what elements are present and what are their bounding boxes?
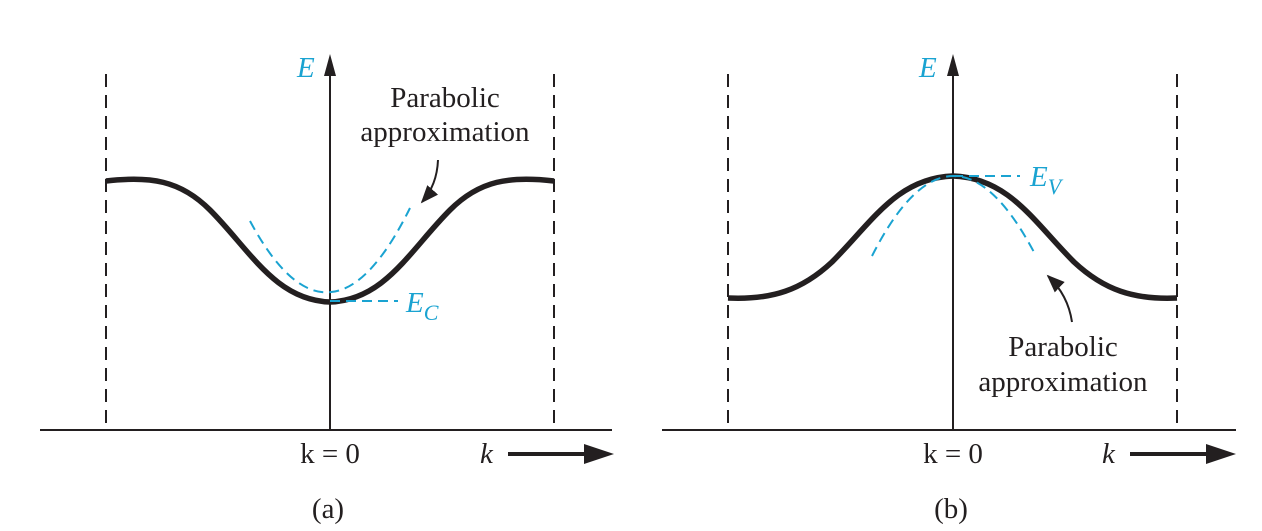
ec-label-subscript: C: [424, 300, 439, 325]
ev-label-subscript: V: [1048, 174, 1064, 199]
origin-label-b: k = 0: [923, 438, 983, 470]
annotation-line1-b: Parabolic: [1008, 331, 1118, 363]
ev-label: EV: [1029, 161, 1064, 199]
annotation-arrow-b: [1046, 274, 1073, 323]
caption-b: (b): [934, 493, 968, 525]
origin-label-a: k = 0: [300, 438, 360, 470]
k-label-a: k: [480, 438, 494, 470]
annotation-line1-a: Parabolic: [390, 82, 500, 114]
ec-label: EC: [405, 287, 439, 325]
caption-a: (a): [312, 493, 344, 525]
panel-a: E Parabolic approximation EC k = 0 k (a): [40, 52, 614, 525]
e-axis-label-a: E: [296, 52, 315, 84]
k-direction-arrowhead-a: [584, 444, 614, 464]
annotation-line2-b: approximation: [978, 366, 1148, 398]
ev-label-main: E: [1029, 161, 1048, 193]
k-label-b: k: [1102, 438, 1116, 470]
e-axis-arrowhead-b: [947, 54, 959, 76]
annotation-arrow-a: [420, 159, 439, 204]
parabolic-approx-a: [249, 207, 411, 294]
k-direction-arrowhead-b: [1206, 444, 1236, 464]
e-axis-label-b: E: [918, 52, 937, 84]
ec-label-main: E: [405, 287, 424, 319]
e-axis-arrowhead-a: [324, 54, 336, 76]
panel-b: E EV Parabolic approximation k = 0 k (b): [662, 52, 1236, 525]
annotation-line2-a: approximation: [360, 116, 530, 148]
